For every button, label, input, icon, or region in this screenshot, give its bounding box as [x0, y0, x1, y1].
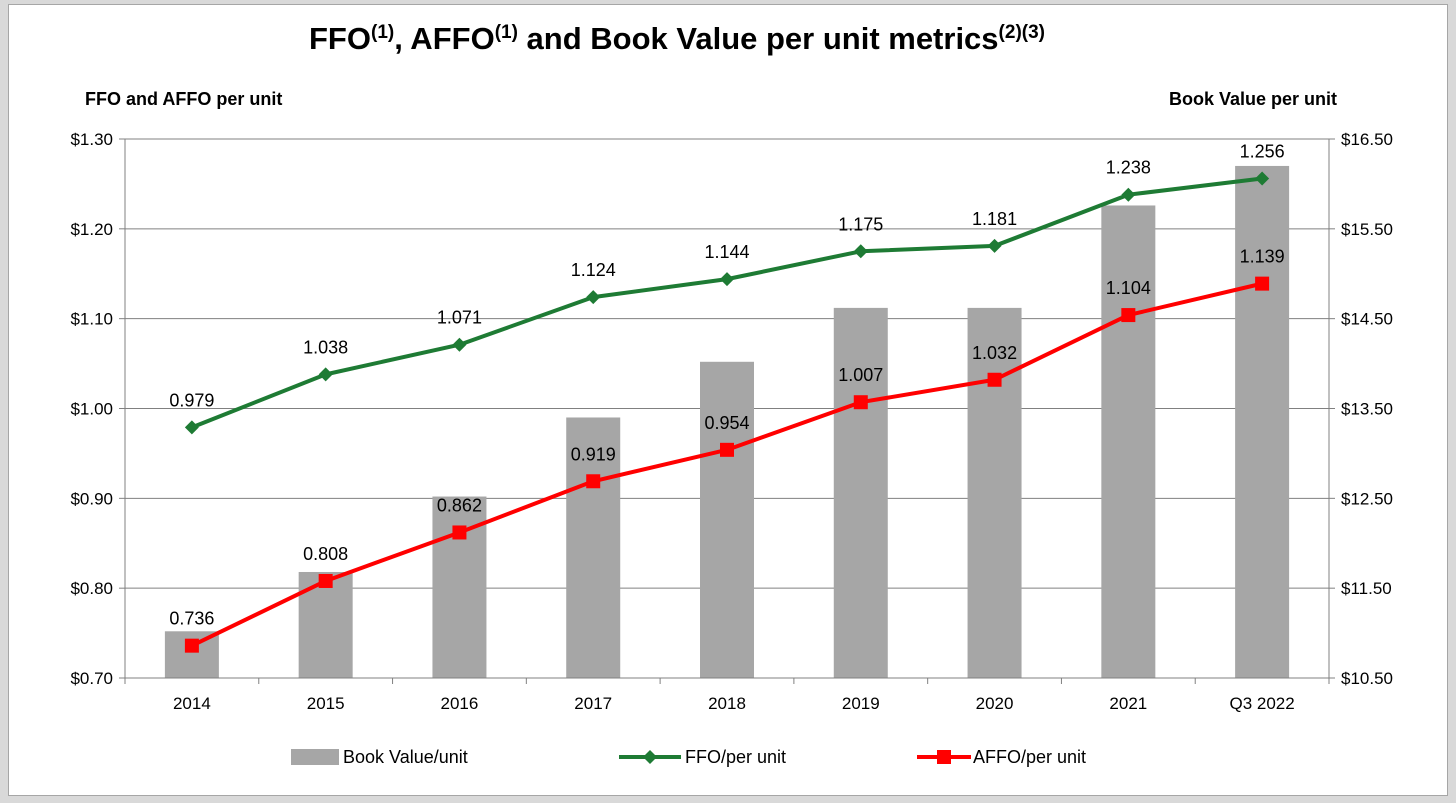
affo-data-label: 1.032	[972, 343, 1017, 363]
affo-marker	[1121, 308, 1136, 323]
x-tick-label: 2016	[441, 694, 479, 713]
affo-marker	[452, 525, 467, 540]
series-lines	[184, 171, 1270, 653]
ffo-data-label: 1.238	[1106, 158, 1151, 178]
ffo-marker	[720, 272, 734, 287]
right-tick-label: $16.50	[1341, 130, 1393, 149]
affo-marker	[586, 474, 601, 489]
axes: $1.30 $1.20 $1.10 $1.00 $0.90 $0.80 $0.70 $16.5…	[70, 130, 1393, 713]
ffo-data-label: 1.181	[972, 209, 1017, 229]
affo-data-label: 0.954	[704, 413, 749, 433]
chart-frame: FFO(1), AFFO(1) and Book Value per unit …	[8, 4, 1448, 796]
left-axis-label: FFO and AFFO per unit	[85, 89, 282, 109]
data-labels: 0.979 1.038 1.071 1.124 1.144 1.175 1.181 1.238…	[169, 142, 1284, 629]
ffo-marker	[1121, 187, 1136, 202]
affo-marker	[318, 573, 333, 588]
book-value-bar	[967, 307, 1022, 678]
book-value-bar	[833, 307, 888, 678]
left-tick-label: $1.00	[70, 400, 113, 419]
ffo-marker	[184, 420, 199, 435]
ffo-data-label: 1.124	[571, 260, 616, 280]
affo-data-label: 1.139	[1240, 247, 1285, 267]
left-tick-label: $0.70	[70, 669, 113, 688]
title-part: (1)	[495, 22, 518, 43]
ffo-marker	[1255, 171, 1270, 186]
ffo-data-label: 1.175	[838, 214, 883, 234]
x-tick-label: Q3 2022	[1229, 694, 1294, 713]
affo-data-label: 0.862	[437, 495, 482, 515]
legend-label-ffo: FFO/per unit	[685, 747, 786, 767]
legend-swatch-book-value	[291, 749, 339, 765]
book-value-bar	[1101, 205, 1156, 678]
legend: Book Value/unit FFO/per unit AFFO/per unit	[291, 747, 1086, 767]
ffo-marker	[987, 238, 1002, 253]
affo-marker	[853, 395, 868, 410]
legend-swatch-affo-marker	[937, 750, 951, 764]
legend-swatch-ffo-marker	[643, 750, 657, 764]
book-value-bars	[164, 165, 1290, 678]
legend-label-book-value: Book Value/unit	[343, 747, 468, 767]
ffo-data-label: 1.144	[704, 242, 749, 262]
x-tick-label: 2014	[173, 694, 211, 713]
right-tick-label: $10.50	[1341, 669, 1393, 688]
title-part: FFO	[309, 21, 371, 56]
title-part: (2)(3)	[999, 22, 1045, 43]
x-tick-label: 2017	[574, 694, 612, 713]
affo-marker	[987, 372, 1002, 387]
book-value-bar	[566, 417, 621, 678]
right-axis-label: Book Value per unit	[1169, 89, 1337, 109]
ffo-data-label: 0.979	[169, 390, 214, 410]
affo-data-label: 1.104	[1106, 278, 1151, 298]
x-tick-label: 2020	[976, 694, 1014, 713]
title-part: (1)	[371, 22, 394, 43]
affo-marker	[720, 442, 734, 457]
right-tick-label: $15.50	[1341, 220, 1393, 239]
right-tick-label: $14.50	[1341, 310, 1393, 329]
ffo-data-label: 1.038	[303, 337, 348, 357]
left-tick-label: $0.80	[70, 579, 113, 598]
left-tick-label: $1.30	[70, 130, 113, 149]
right-tick-label: $12.50	[1341, 489, 1393, 508]
chart-svg: FFO(1), AFFO(1) and Book Value per unit …	[70, 21, 1393, 767]
right-tick-label: $11.50	[1341, 579, 1392, 598]
book-value-bar	[1235, 165, 1290, 678]
x-tick-label: 2015	[307, 694, 345, 713]
ffo-marker	[318, 367, 333, 382]
left-tick-label: $1.10	[70, 310, 113, 329]
ffo-marker	[586, 290, 601, 305]
affo-marker	[1255, 276, 1270, 291]
left-tick-label: $0.90	[70, 489, 113, 508]
title-part: and Book Value per unit metrics	[518, 21, 999, 56]
left-tick-label: $1.20	[70, 220, 113, 239]
ffo-data-label: 1.256	[1240, 142, 1285, 162]
affo-data-label: 0.736	[169, 609, 214, 629]
affo-data-label: 0.919	[571, 444, 616, 464]
x-tick-label: 2019	[842, 694, 880, 713]
right-tick-label: $13.50	[1341, 400, 1393, 419]
ffo-marker	[452, 337, 467, 352]
ffo-marker	[853, 244, 868, 259]
affo-data-label: 0.808	[303, 544, 348, 564]
x-tick-label: 2018	[708, 694, 746, 713]
affo-marker	[184, 638, 199, 653]
affo-data-label: 1.007	[838, 365, 883, 385]
title-part: , AFFO	[394, 21, 494, 56]
x-tick-label: 2021	[1109, 694, 1147, 713]
chart-title: FFO(1), AFFO(1) and Book Value per unit …	[309, 21, 1045, 56]
book-value-bar	[700, 361, 754, 678]
ffo-data-label: 1.071	[437, 308, 482, 328]
legend-label-affo: AFFO/per unit	[973, 747, 1086, 767]
